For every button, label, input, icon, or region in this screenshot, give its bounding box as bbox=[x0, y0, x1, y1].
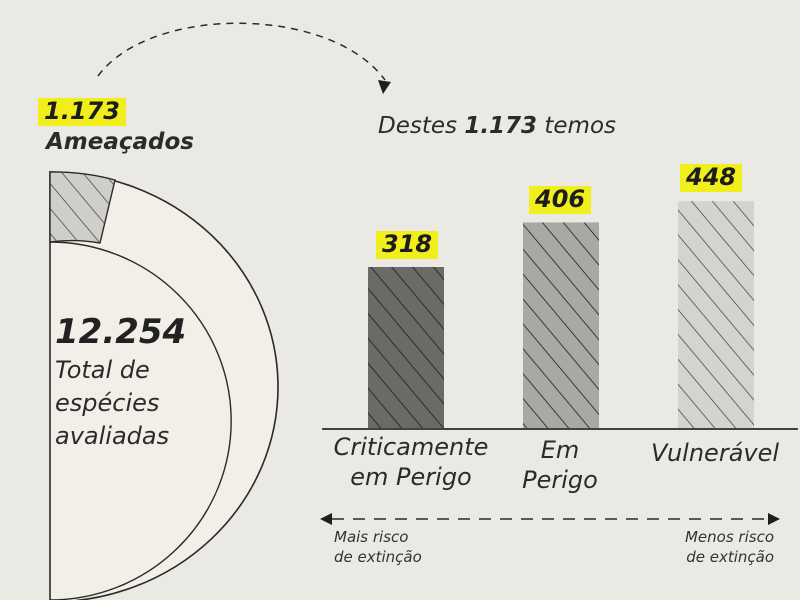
category-label-endangered-line-1: Em bbox=[540, 436, 580, 464]
category-label-critical: Criticamente em Perigo bbox=[326, 432, 496, 492]
less-risk-label-line-2: de extinção bbox=[686, 547, 774, 566]
bar-critical-hatch bbox=[368, 267, 444, 428]
total-inner-half-circle bbox=[49, 241, 232, 600]
total-outer-half-circle bbox=[49, 171, 279, 600]
more-risk-label-line-1: Mais risco bbox=[334, 528, 409, 546]
category-label-endangered-line-2: Perigo bbox=[522, 466, 598, 494]
total-label-line-1: Total de bbox=[55, 356, 150, 384]
category-label-vulnerable-line-1: Vulnerável bbox=[650, 439, 780, 467]
dashed-arrow-head bbox=[378, 80, 391, 94]
threatened-label: Ameaçados bbox=[46, 129, 194, 155]
less-risk-label: Menos risco de extinção bbox=[685, 528, 774, 567]
bar-endangered-hatch bbox=[523, 222, 599, 428]
bar-group bbox=[322, 201, 798, 430]
category-label-vulnerable: Vulnerável bbox=[640, 438, 790, 468]
threatened-ring-segment-hatch bbox=[50, 171, 115, 243]
more-risk-label: Mais risco de extinção bbox=[334, 528, 422, 567]
dashed-arrow-arc bbox=[97, 22, 386, 81]
bar-value-label-critical: 318 bbox=[376, 230, 439, 259]
chart-title-prefix: Destes bbox=[378, 113, 457, 139]
chart-title-number: 1.173 bbox=[464, 113, 538, 139]
category-label-critical-line-1: Criticamente bbox=[333, 433, 489, 461]
category-label-endangered: Em Perigo bbox=[500, 435, 620, 495]
chart-title-suffix: temos bbox=[544, 113, 617, 139]
total-label-line-3: avaliadas bbox=[55, 422, 170, 450]
risk-axis-left-arrowhead bbox=[320, 513, 332, 525]
category-label-critical-line-2: em Perigo bbox=[350, 463, 472, 491]
more-risk-label-line-2: de extinção bbox=[334, 547, 422, 566]
chart-title: Destes 1.173 temos bbox=[378, 113, 616, 139]
total-label-line-2: espécies bbox=[55, 389, 160, 417]
bar-value-label-endangered: 406 bbox=[529, 185, 592, 214]
total-value: 12.254 bbox=[55, 312, 187, 352]
bar-value-label-vulnerable: 448 bbox=[680, 163, 743, 192]
less-risk-label-line-1: Menos risco bbox=[684, 528, 774, 546]
bar-vulnerable-hatch bbox=[678, 201, 754, 428]
risk-axis-right-arrowhead bbox=[768, 513, 780, 525]
threatened-value: 1.173 bbox=[38, 97, 126, 126]
